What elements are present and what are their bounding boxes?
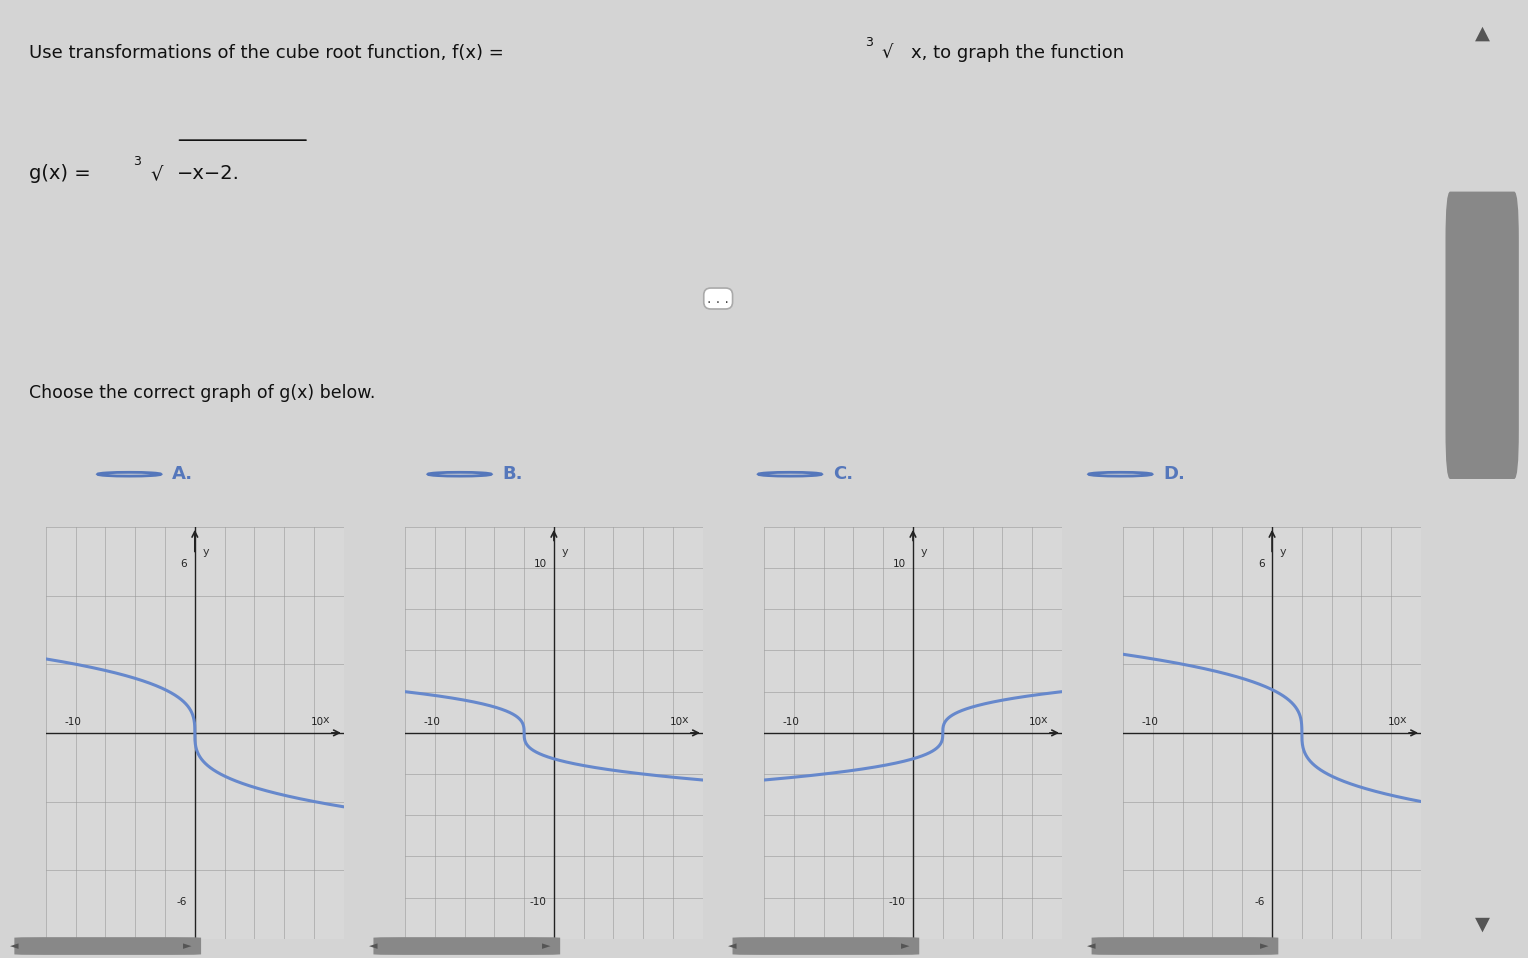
Text: -10: -10 <box>423 717 440 727</box>
Text: y: y <box>561 547 568 557</box>
Text: Choose the correct graph of g(x) below.: Choose the correct graph of g(x) below. <box>29 384 374 401</box>
Text: g(x) =: g(x) = <box>29 164 96 183</box>
Text: Use transformations of the cube root function, f(x) =: Use transformations of the cube root fun… <box>29 44 509 61</box>
FancyBboxPatch shape <box>1091 937 1279 955</box>
Text: ►: ► <box>1259 941 1268 951</box>
Text: ►: ► <box>182 941 191 951</box>
Text: 10: 10 <box>669 717 683 727</box>
Text: -10: -10 <box>530 897 547 907</box>
Text: y: y <box>1279 547 1287 557</box>
Text: √: √ <box>151 164 163 183</box>
Text: x, to graph the function: x, to graph the function <box>911 44 1123 61</box>
Text: -6: -6 <box>1254 897 1265 907</box>
Text: B.: B. <box>503 466 523 483</box>
Text: x: x <box>1041 715 1047 724</box>
Text: ▲: ▲ <box>1475 24 1490 43</box>
FancyBboxPatch shape <box>373 937 561 955</box>
Text: -10: -10 <box>889 897 906 907</box>
Text: x: x <box>322 715 329 724</box>
Text: −x−2.: −x−2. <box>177 164 240 183</box>
Text: 6: 6 <box>1258 559 1265 569</box>
FancyBboxPatch shape <box>732 937 920 955</box>
Text: ◄: ◄ <box>729 941 736 951</box>
FancyBboxPatch shape <box>1445 192 1519 479</box>
Text: 10: 10 <box>892 559 906 569</box>
Text: x: x <box>1400 715 1406 724</box>
Text: 3: 3 <box>133 155 142 168</box>
Text: ►: ► <box>900 941 909 951</box>
Text: ►: ► <box>541 941 550 951</box>
Text: y: y <box>202 547 209 557</box>
Text: . . .: . . . <box>707 291 729 306</box>
Text: ▼: ▼ <box>1475 915 1490 934</box>
Text: √: √ <box>882 44 894 61</box>
Text: -10: -10 <box>64 717 81 727</box>
Text: 6: 6 <box>180 559 188 569</box>
Text: 10: 10 <box>310 717 324 727</box>
Text: ◄: ◄ <box>11 941 18 951</box>
Text: 10: 10 <box>533 559 547 569</box>
Text: 10: 10 <box>1028 717 1042 727</box>
FancyBboxPatch shape <box>14 937 202 955</box>
Text: D.: D. <box>1163 466 1186 483</box>
Text: ◄: ◄ <box>1088 941 1096 951</box>
Text: -6: -6 <box>177 897 188 907</box>
Text: ◄: ◄ <box>370 941 377 951</box>
Text: A.: A. <box>173 466 194 483</box>
Text: C.: C. <box>833 466 853 483</box>
Text: -10: -10 <box>782 717 799 727</box>
Text: y: y <box>920 547 927 557</box>
Text: 3: 3 <box>865 36 872 50</box>
Text: -10: -10 <box>1141 717 1158 727</box>
Text: 10: 10 <box>1387 717 1401 727</box>
Text: x: x <box>681 715 688 724</box>
